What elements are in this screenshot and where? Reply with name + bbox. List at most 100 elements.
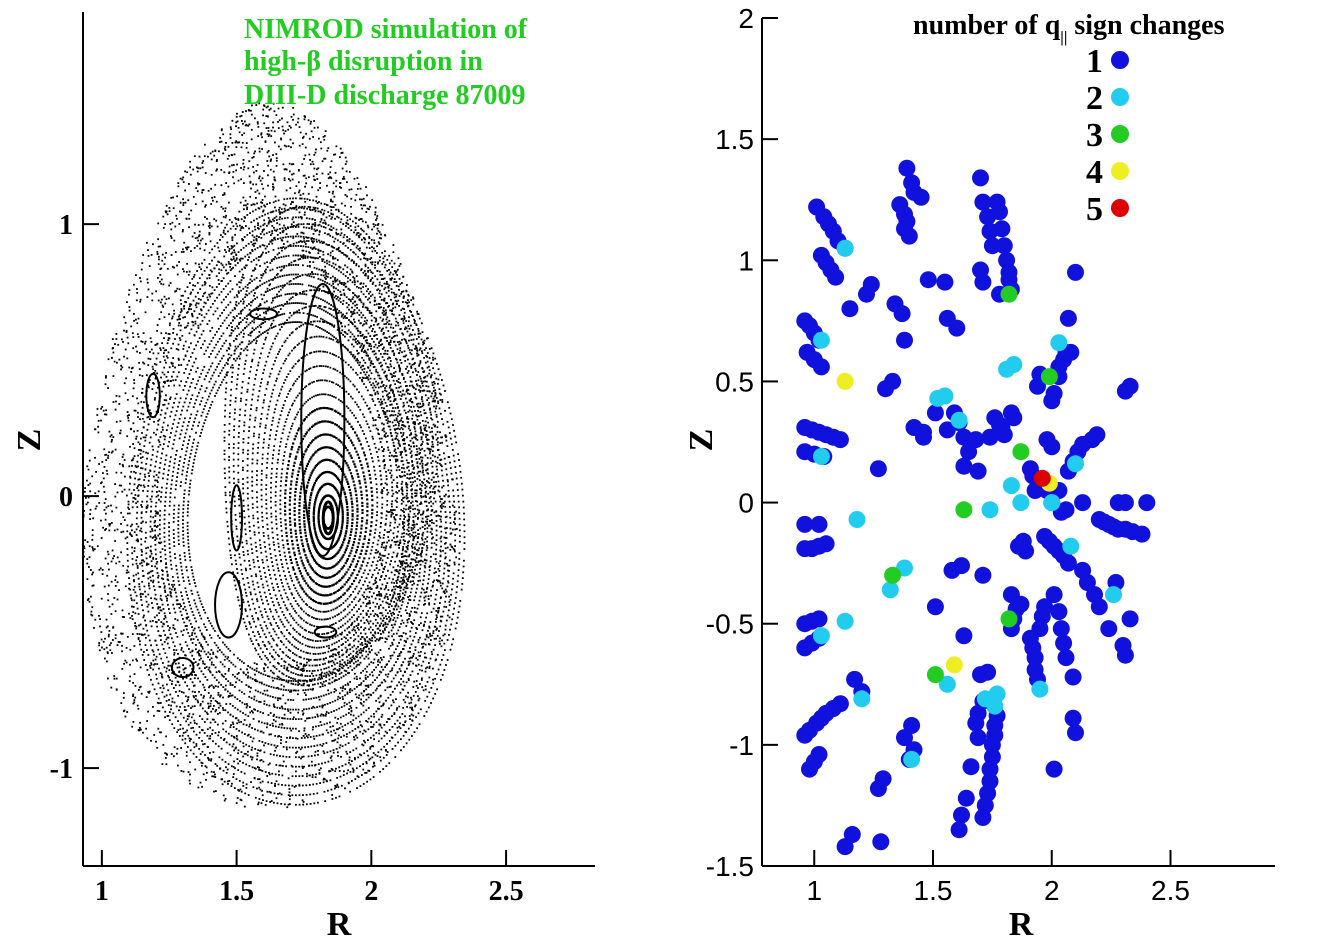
poincare-point (268, 109, 271, 111)
poincare-point (354, 693, 357, 696)
poincare-point (369, 757, 372, 760)
poincare-point (154, 369, 157, 372)
poincare-point (432, 584, 434, 587)
poincare-point (256, 121, 259, 123)
poincare-point (112, 626, 115, 628)
poincare-point (189, 761, 191, 764)
poincare-point (373, 556, 376, 559)
poincare-point (163, 373, 166, 376)
poincare-point (156, 525, 159, 527)
poincare-point (409, 706, 412, 709)
poincare-point (297, 117, 300, 120)
poincare-point (360, 493, 363, 496)
poincare-point (353, 177, 356, 180)
poincare-point (284, 446, 287, 448)
poincare-point (388, 335, 391, 338)
poincare-point (403, 317, 406, 319)
poincare-point (374, 582, 377, 584)
poincare-point (196, 236, 199, 239)
poincare-point (108, 644, 111, 647)
poincare-point (142, 616, 145, 619)
poincare-point (311, 632, 314, 635)
poincare-point (303, 579, 306, 582)
poincare-point (315, 195, 318, 198)
poincare-point (330, 198, 332, 201)
poincare-point (295, 396, 298, 399)
poincare-point (314, 750, 317, 753)
poincare-point (289, 558, 292, 561)
poincare-point (253, 695, 256, 698)
poincare-point (277, 545, 280, 548)
poincare-point (138, 624, 140, 627)
poincare-point (332, 648, 335, 651)
poincare-point (153, 521, 156, 524)
poincare-point (110, 451, 113, 454)
poincare-point (130, 371, 133, 373)
poincare-point (331, 292, 333, 295)
poincare-point (365, 211, 368, 213)
poincare-point (428, 602, 430, 605)
poincare-point (384, 411, 387, 414)
poincare-point (442, 502, 445, 504)
poincare-point (140, 728, 142, 731)
poincare-point (139, 721, 141, 724)
poincare-point (218, 268, 221, 271)
poincare-point (310, 554, 313, 557)
poincare-point (197, 663, 200, 665)
poincare-point (128, 612, 130, 615)
poincare-point (306, 462, 309, 465)
poincare-point (398, 585, 401, 587)
poincare-point (319, 504, 322, 507)
poincare-point (332, 600, 335, 603)
poincare-point (376, 505, 379, 508)
poincare-point (160, 635, 162, 637)
poincare-point (186, 715, 189, 717)
poincare-point (297, 549, 300, 552)
poincare-point (296, 477, 299, 480)
poincare-point (380, 522, 382, 524)
poincare-point (291, 539, 294, 543)
poincare-point (122, 516, 125, 519)
poincare-point (439, 582, 442, 584)
poincare-point (312, 705, 315, 708)
poincare-point (424, 667, 427, 670)
poincare-point (296, 378, 299, 380)
poincare-point (178, 364, 180, 366)
poincare-point (100, 597, 103, 600)
poincare-point (226, 780, 229, 783)
poincare-point (420, 444, 422, 447)
poincare-point (319, 501, 322, 504)
poincare-point (87, 496, 90, 499)
poincare-point (351, 621, 354, 624)
poincare-point (385, 518, 388, 520)
poincare-point (318, 618, 321, 621)
poincare-point (277, 421, 280, 424)
poincare-point (389, 459, 391, 461)
poincare-point (180, 303, 183, 305)
poincare-point (352, 480, 355, 483)
poincare-point (156, 252, 159, 255)
poincare-point (342, 698, 344, 700)
poincare-point (278, 449, 281, 452)
poincare-point (92, 517, 94, 520)
poincare-point (174, 684, 177, 687)
poincare-point (279, 414, 282, 417)
poincare-point (385, 545, 388, 548)
poincare-point (156, 479, 158, 482)
poincare-point (107, 599, 110, 602)
poincare-point (127, 503, 130, 506)
poincare-point (184, 301, 186, 303)
poincare-point (165, 355, 168, 357)
poincare-point (317, 379, 320, 382)
poincare-point (446, 564, 449, 567)
poincare-point (311, 728, 314, 731)
poincare-point (335, 185, 338, 188)
poincare-point (139, 666, 142, 669)
poincare-point (264, 141, 267, 143)
poincare-point (290, 475, 294, 478)
poincare-point (113, 529, 116, 532)
poincare-point (261, 148, 263, 150)
poincare-point (298, 498, 301, 501)
poincare-point (312, 410, 315, 413)
poincare-point (395, 324, 397, 327)
